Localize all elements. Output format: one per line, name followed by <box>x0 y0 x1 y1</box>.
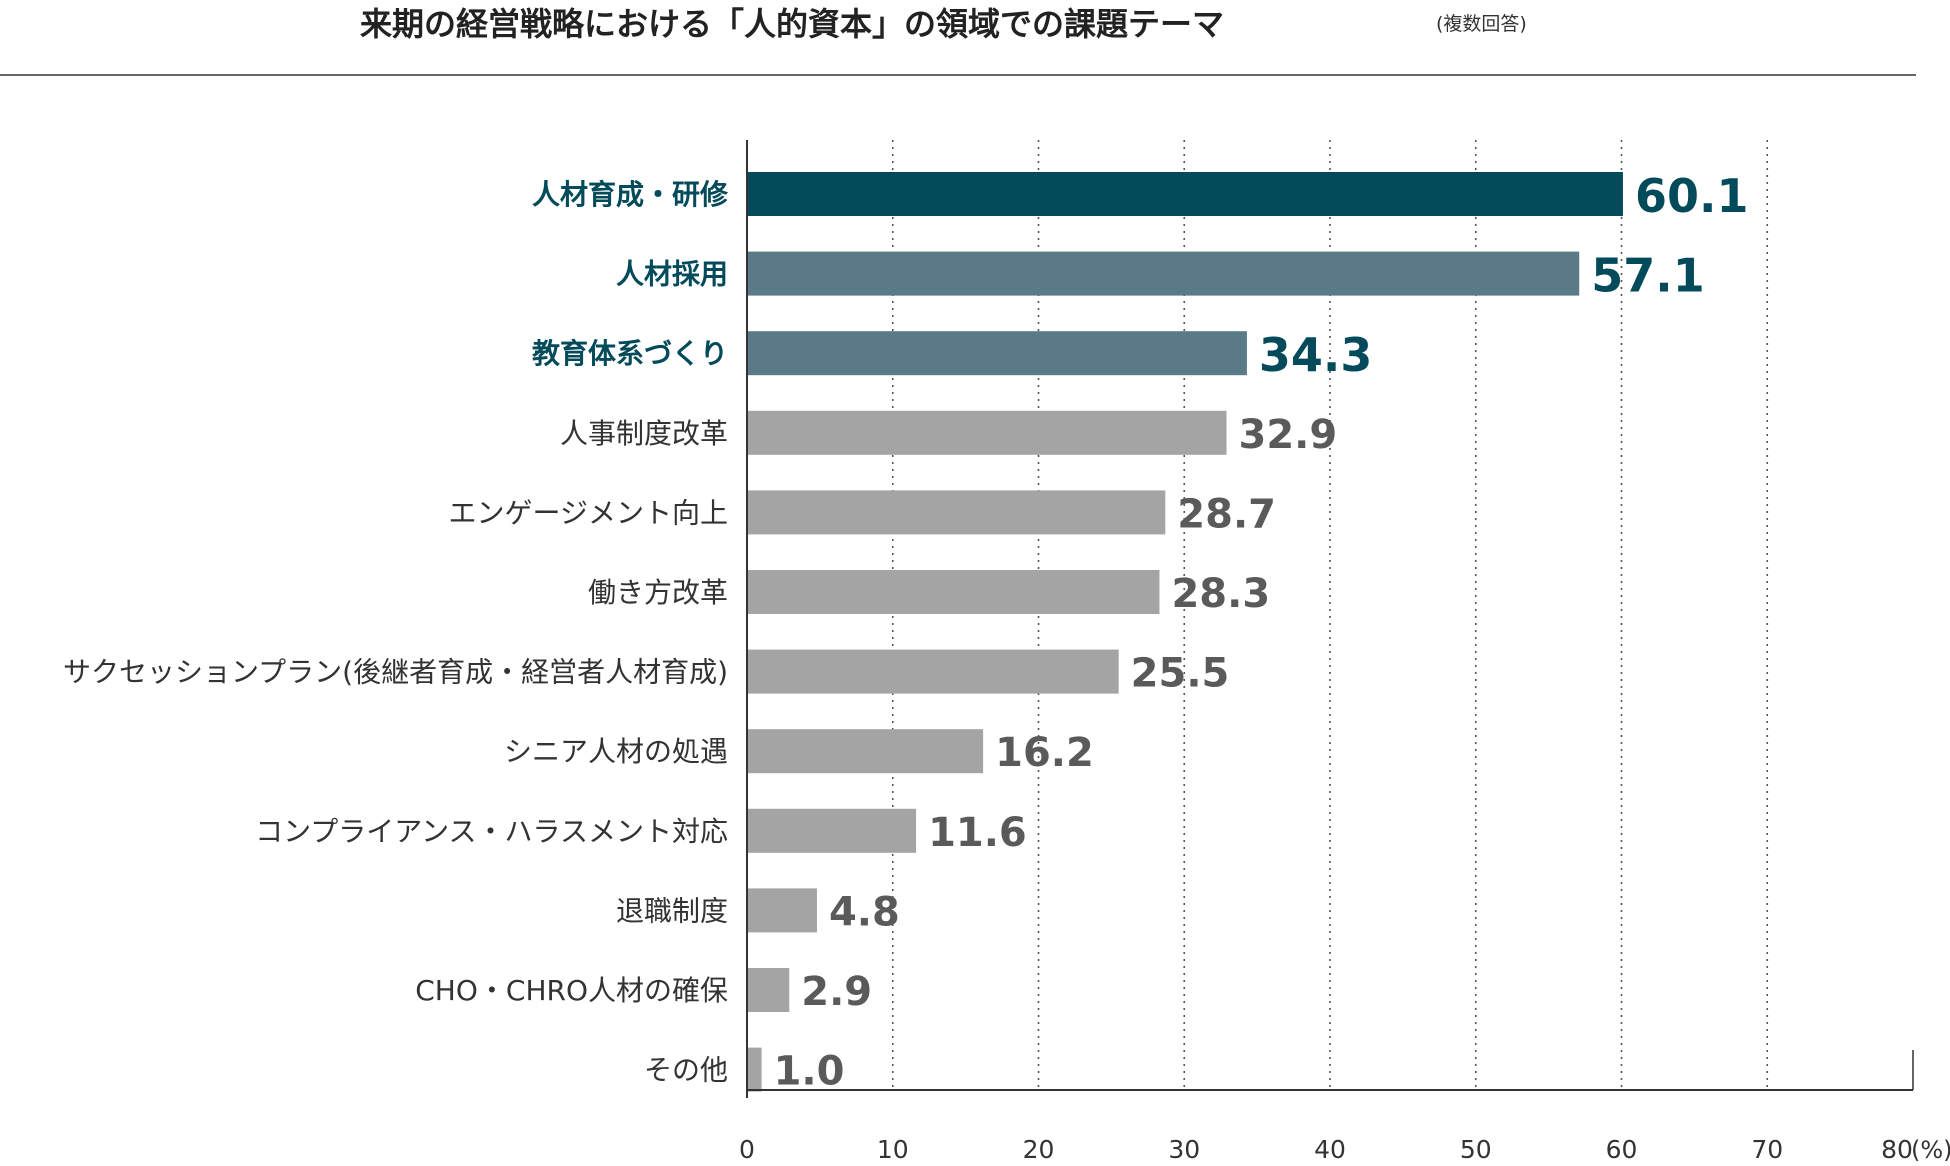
value-label-11: 1.0 <box>774 1049 845 1095</box>
value-label-6: 25.5 <box>1131 651 1230 697</box>
x-tick-label-10: 10 <box>877 1135 909 1162</box>
bar-5 <box>747 570 1160 614</box>
value-label-4: 28.7 <box>1177 491 1276 537</box>
category-label-7: シニア人材の処遇 <box>504 735 728 768</box>
x-tick-label-80: 80 <box>1881 1135 1913 1162</box>
category-labels: 人材育成・研修人材採用教育体系づくり人事制度改革エンゲージメント向上働き方改革サ… <box>63 178 729 1087</box>
x-tick-label-60: 60 <box>1606 1135 1638 1162</box>
bar-8 <box>747 808 917 853</box>
bar-0 <box>747 172 1623 216</box>
value-label-5: 28.3 <box>1171 571 1270 617</box>
bars-layer <box>747 172 1623 1092</box>
x-tick-label-20: 20 <box>1023 1135 1055 1162</box>
chart-subtitle: (複数回答) <box>1436 13 1527 35</box>
category-label-0: 人材育成・研修 <box>532 178 729 211</box>
chart-title: 来期の経営戦略における「人的資本」の領域での課題テーマ <box>360 5 1224 43</box>
category-label-1: 人材採用 <box>616 258 728 291</box>
bar-9 <box>747 888 817 933</box>
category-label-5: 働き方改革 <box>588 576 728 609</box>
category-label-6: サクセッションプラン(後継者育成・経営者人材育成) <box>63 656 728 689</box>
bar-1 <box>747 251 1580 296</box>
x-unit-label: (%) <box>1911 1136 1950 1162</box>
bar-7 <box>747 729 984 774</box>
category-label-10: CHO・CHRO人材の確保 <box>415 974 728 1007</box>
category-label-3: 人事制度改革 <box>560 417 728 450</box>
value-labels: 60.1 57.1 34.3 32.9 28.7 28.3 25.5 16.2 11.6 4.8 2… <box>774 169 1749 1095</box>
x-tick-label-40: 40 <box>1314 1135 1346 1162</box>
grid-layer <box>891 140 1769 1090</box>
value-label-0: 60.1 <box>1635 169 1749 223</box>
x-tick-label-30: 30 <box>1168 1135 1200 1162</box>
x-tick-label-70: 70 <box>1751 1135 1783 1162</box>
bar-10 <box>747 968 790 1012</box>
value-label-7: 16.2 <box>995 730 1094 776</box>
bar-3 <box>747 410 1227 455</box>
value-label-10: 2.9 <box>801 969 872 1015</box>
bar-11 <box>747 1047 762 1092</box>
value-label-2: 34.3 <box>1259 328 1373 382</box>
value-label-8: 11.6 <box>928 810 1027 856</box>
value-label-1: 57.1 <box>1591 249 1705 303</box>
axis-layer: 0 10 20 30 40 50 60 70 80(%) <box>739 140 1950 1164</box>
category-label-11: その他 <box>644 1054 728 1087</box>
bar-6 <box>747 649 1119 694</box>
category-label-4: エンゲージメント向上 <box>449 496 728 529</box>
category-label-9: 退職制度 <box>616 894 728 927</box>
x-tick-label-50: 50 <box>1460 1135 1492 1162</box>
bar-4 <box>747 490 1166 535</box>
value-label-9: 4.8 <box>829 889 900 935</box>
category-label-2: 教育体系づくり <box>532 337 728 370</box>
x-tick-label-0: 0 <box>739 1135 755 1162</box>
category-label-8: コンプライアンス・ハラスメント対応 <box>255 815 728 848</box>
bar-2 <box>747 331 1247 376</box>
value-label-3: 32.9 <box>1239 412 1338 458</box>
